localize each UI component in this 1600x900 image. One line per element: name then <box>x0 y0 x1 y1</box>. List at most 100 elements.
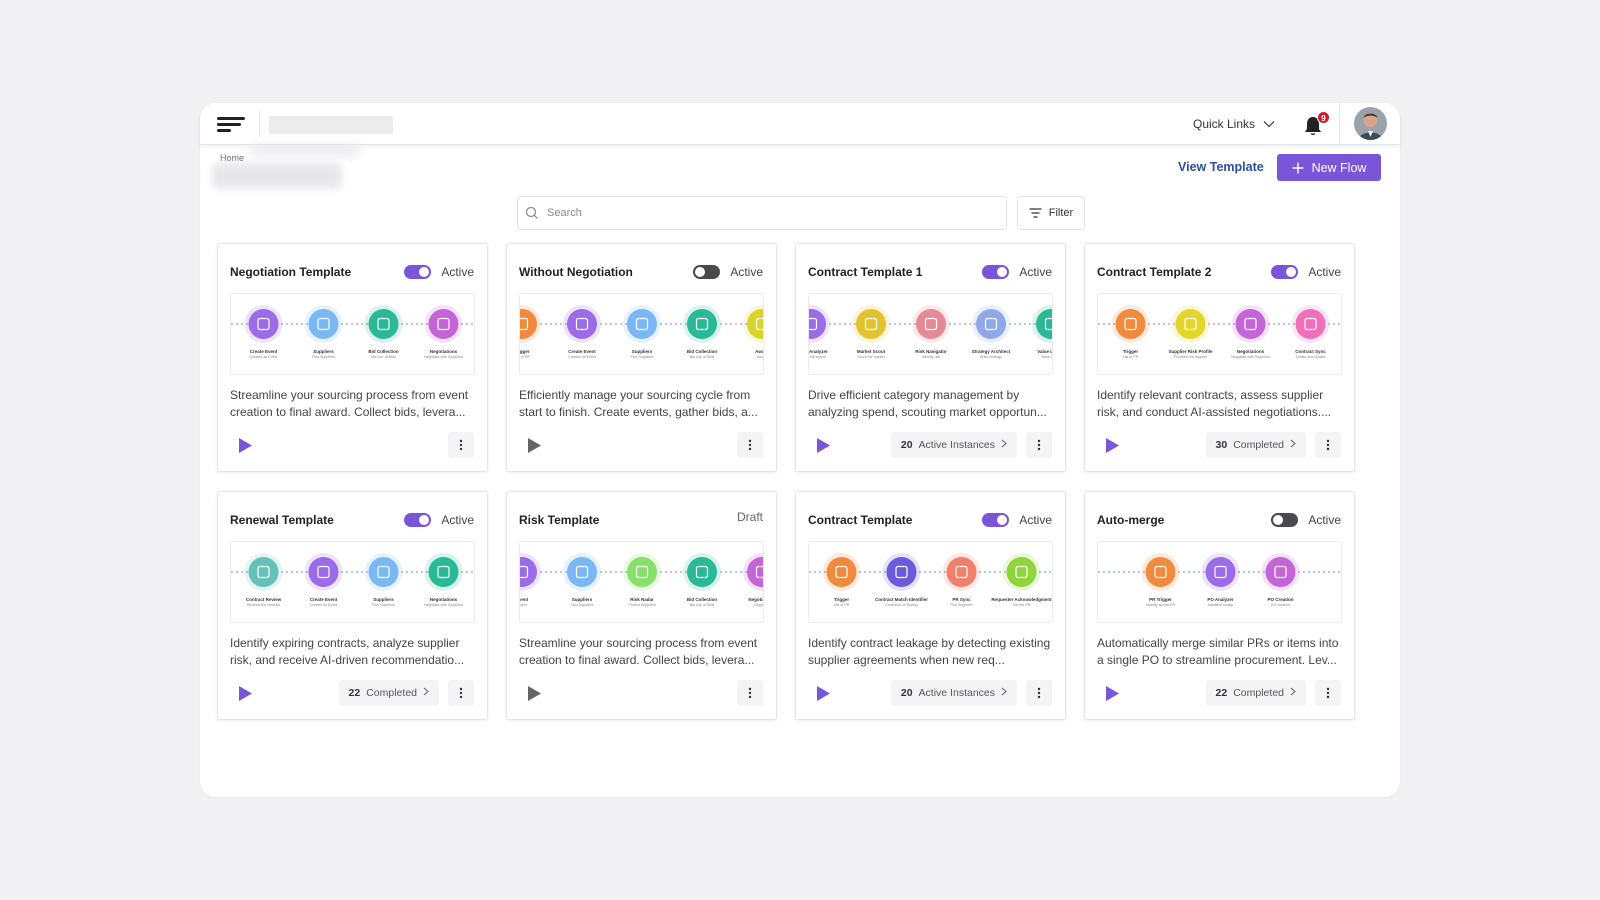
instances-pill[interactable]: 22 Completed <box>338 680 439 706</box>
notifications-button[interactable]: 9 <box>1303 111 1330 137</box>
instances-pill[interactable]: 20 Active Instances <box>890 680 1017 706</box>
flow-node-label: Negotiations <box>430 597 458 602</box>
active-toggle[interactable] <box>982 265 1009 279</box>
play-button[interactable] <box>238 685 253 702</box>
flow-node-label: Negotiations <box>748 597 764 602</box>
more-options-button[interactable] <box>737 680 763 706</box>
node-icon <box>575 565 589 579</box>
search-box <box>517 196 1007 230</box>
template-card[interactable]: Contract Template 1ActiveSpend AnalyzerA… <box>795 243 1066 472</box>
play-button[interactable] <box>1105 685 1120 702</box>
card-title: Auto-merge <box>1097 513 1165 527</box>
flow-node-circle <box>1265 557 1296 587</box>
flow-node-circle <box>1145 557 1176 587</box>
kebab-menu-icon <box>459 439 463 451</box>
card-title: Contract Template 2 <box>1097 265 1212 279</box>
play-icon <box>528 686 541 701</box>
node-icon <box>317 565 330 579</box>
more-options-button[interactable] <box>1315 432 1341 458</box>
card-description: Efficiently manage your sourcing cycle f… <box>519 388 758 419</box>
flow-node-circle <box>1036 309 1052 339</box>
hamburger-menu-icon[interactable] <box>217 117 245 133</box>
instances-pill[interactable]: 20 Active Instances <box>890 432 1017 458</box>
status-label: Active <box>441 265 474 279</box>
flow-node-label: Strategy Architect <box>972 349 1011 354</box>
more-options-button[interactable] <box>1026 432 1052 458</box>
flow-node-circle <box>687 557 717 587</box>
flow-node-circle <box>946 557 977 587</box>
more-options-button[interactable] <box>737 432 763 458</box>
breadcrumb[interactable]: Home <box>220 153 245 163</box>
flow-node-circle <box>1235 309 1266 339</box>
view-template-link[interactable]: View Template <box>1178 160 1264 174</box>
play-button[interactable] <box>816 437 831 454</box>
play-button[interactable] <box>816 685 831 702</box>
flow-node-circle <box>567 309 597 339</box>
flow-node-circle <box>308 557 339 587</box>
node-icon <box>895 565 908 579</box>
active-toggle[interactable] <box>982 513 1009 527</box>
card-description: Streamline your sourcing process from ev… <box>519 636 758 667</box>
flow-node-circle <box>747 557 763 587</box>
status-label: Draft <box>736 510 763 524</box>
more-options-button[interactable] <box>448 680 474 706</box>
flow-node-label: PR Sync <box>952 597 971 602</box>
chevron-right-icon <box>1290 439 1296 451</box>
template-card[interactable]: Negotiation Template Active Create Event Cr… <box>217 243 488 472</box>
flow-node-label: Market Scout <box>857 349 886 354</box>
flow-node: Value LeversValue levers <box>1032 305 1052 359</box>
user-avatar[interactable] <box>1354 107 1387 140</box>
kebab-menu-icon <box>459 687 463 699</box>
flow-node-sublabel: Analyze the spend <box>809 355 826 359</box>
active-toggle[interactable] <box>1271 265 1298 279</box>
play-button[interactable] <box>527 437 542 454</box>
play-button[interactable] <box>527 685 542 702</box>
flow-node-label: Suppliers <box>373 597 394 602</box>
template-card[interactable]: Risk Template Draft EventEvent SuppliersFin… <box>506 491 777 720</box>
flow-node-sublabel: List of PR <box>520 355 530 359</box>
template-card[interactable]: Contract Template 2 Active Trigger List of … <box>1084 243 1355 472</box>
play-icon <box>1106 686 1119 701</box>
flow-node-sublabel: Find Suppliers <box>950 603 973 607</box>
more-options-button[interactable] <box>1026 680 1052 706</box>
quick-links-dropdown[interactable]: Quick Links <box>1193 114 1275 134</box>
play-icon <box>528 438 541 453</box>
card-description: Streamline your sourcing process from ev… <box>230 388 469 419</box>
kebab-menu-icon <box>1326 439 1330 451</box>
template-card[interactable]: Contract Template Active Trigger List of PR… <box>795 491 1066 720</box>
search-input[interactable] <box>547 207 977 219</box>
more-options-button[interactable] <box>1315 680 1341 706</box>
new-flow-button[interactable]: New Flow <box>1277 154 1381 181</box>
active-toggle[interactable] <box>404 513 431 527</box>
flow-node-label: PR Trigger <box>1149 597 1172 602</box>
instances-pill[interactable]: 30 Completed <box>1205 432 1306 458</box>
active-toggle[interactable] <box>404 265 431 279</box>
flow-node-label: Create Event <box>250 349 278 354</box>
node-icon <box>1015 565 1028 579</box>
kebab-menu-icon <box>1326 687 1330 699</box>
template-card[interactable]: Auto-merge Active PR Trigger Identify simil… <box>1084 491 1355 720</box>
active-toggle[interactable] <box>693 265 720 279</box>
play-button[interactable] <box>238 437 253 454</box>
flow-node-circle <box>428 557 459 587</box>
flow-node-circle <box>1115 309 1146 339</box>
play-icon <box>817 438 830 453</box>
template-card[interactable]: Renewal Template Active Contract Review Rev… <box>217 491 488 720</box>
instances-pill[interactable]: 22 Completed <box>1205 680 1306 706</box>
active-toggle[interactable] <box>1271 513 1298 527</box>
flow-preview: Trigger List of PR Contract Match Identifi… <box>808 541 1053 623</box>
more-options-button[interactable] <box>448 432 474 458</box>
flow-node: Spend AnalyzerAnalyze the spend <box>809 305 830 359</box>
node-icon <box>1304 317 1317 331</box>
filter-button[interactable]: Filter <box>1017 196 1085 230</box>
flow-node-sublabel: Create and update <box>1296 355 1326 359</box>
play-button[interactable] <box>1105 437 1120 454</box>
node-icon <box>377 317 390 331</box>
